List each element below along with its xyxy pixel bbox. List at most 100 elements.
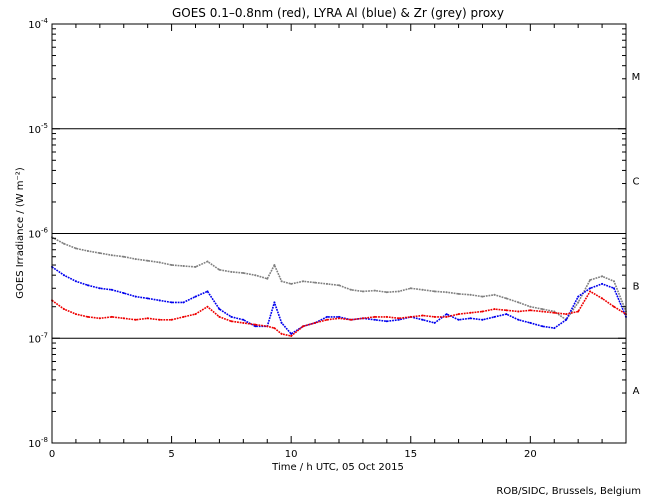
data-point: [529, 305, 532, 308]
data-point: [170, 318, 173, 321]
data-point: [397, 318, 400, 321]
data-point: [314, 281, 317, 284]
x-tick-label: 20: [524, 449, 537, 460]
data-point: [433, 315, 436, 318]
data-point: [481, 295, 484, 298]
data-point: [361, 317, 364, 320]
data-point: [86, 284, 89, 287]
series-line-1: [51, 266, 627, 335]
data-point: [242, 318, 245, 321]
data-point: [170, 264, 173, 266]
data-point: [541, 310, 544, 313]
data-point: [254, 323, 257, 326]
data-point: [565, 313, 568, 316]
data-point: [146, 297, 149, 300]
data-point: [577, 310, 580, 313]
x-tick-label: 15: [404, 449, 417, 460]
y-tick-base: 10: [28, 334, 41, 345]
data-point: [98, 252, 101, 255]
data-point: [326, 315, 328, 318]
chart-title: GOES 0.1–0.8nm (red), LYRA Al (blue) & Z…: [172, 6, 504, 20]
flare-class-label: M: [632, 72, 641, 83]
data-point: [493, 308, 496, 311]
data-point: [553, 311, 556, 314]
data-point: [421, 314, 424, 317]
data-point: [541, 308, 544, 311]
data-point: [206, 290, 209, 293]
data-point: [397, 290, 400, 293]
data-point: [110, 315, 113, 318]
data-point: [350, 318, 352, 321]
y-tick-exponent: -6: [41, 227, 49, 235]
x-tick-label: 10: [285, 449, 298, 460]
data-point: [385, 320, 388, 323]
data-point: [98, 287, 101, 290]
data-point: [302, 325, 305, 328]
data-point: [517, 310, 520, 313]
data-point: [158, 299, 161, 302]
y-tick-base: 10: [28, 125, 41, 136]
y-tick-label: 10-5: [28, 122, 48, 136]
data-point: [194, 265, 197, 268]
data-point: [314, 321, 317, 324]
data-point: [457, 318, 460, 321]
data-point: [218, 315, 221, 318]
data-point: [409, 315, 412, 318]
data-point: [74, 313, 77, 316]
data-point: [254, 325, 257, 328]
data-point: [373, 289, 376, 292]
data-point: [565, 318, 568, 321]
data-point: [194, 313, 197, 316]
data-point: [230, 315, 233, 318]
data-point: [254, 274, 257, 277]
data-point: [146, 317, 149, 320]
data-point: [290, 332, 293, 335]
flare-class-label: A: [633, 386, 640, 397]
data-point: [74, 280, 77, 283]
data-point: [469, 293, 472, 296]
data-point: [63, 308, 65, 311]
data-point: [122, 292, 125, 295]
data-point: [445, 291, 448, 294]
data-point: [206, 305, 209, 308]
data-point: [469, 311, 472, 314]
data-point: [338, 284, 340, 287]
data-point: [266, 277, 269, 280]
data-point: [373, 315, 376, 318]
data-point: [433, 290, 436, 293]
data-point: [74, 247, 77, 250]
data-point: [158, 261, 161, 264]
data-point: [517, 318, 520, 321]
data-point: [613, 305, 615, 308]
data-point: [613, 287, 615, 290]
data-point: [63, 274, 65, 277]
data-point: [577, 295, 580, 298]
data-point: [469, 317, 472, 320]
data-point: [273, 264, 276, 266]
data-point: [302, 280, 305, 283]
data-point: [110, 288, 113, 291]
data-point: [601, 275, 604, 278]
y-axis-label: GOES Irradiance / (W m⁻²): [15, 167, 26, 299]
data-point: [218, 268, 221, 271]
data-point: [421, 318, 424, 321]
data-point: [158, 318, 161, 321]
data-point: [134, 258, 137, 261]
data-point: [242, 321, 245, 324]
data-point: [373, 318, 376, 321]
data-point: [122, 317, 125, 320]
data-point: [122, 255, 125, 258]
data-point: [194, 295, 197, 298]
data-point: [146, 259, 149, 262]
y-tick-label: 10-7: [28, 331, 48, 345]
data-point: [134, 318, 137, 321]
x-axis-label: Time / h UTC, 05 Oct 2015: [271, 462, 404, 473]
data-point: [505, 297, 508, 300]
data-point: [529, 321, 532, 324]
y-tick-exponent: -4: [41, 17, 49, 25]
data-point: [86, 315, 89, 318]
data-point: [182, 265, 185, 267]
y-tick-label: 10-8: [28, 436, 48, 450]
